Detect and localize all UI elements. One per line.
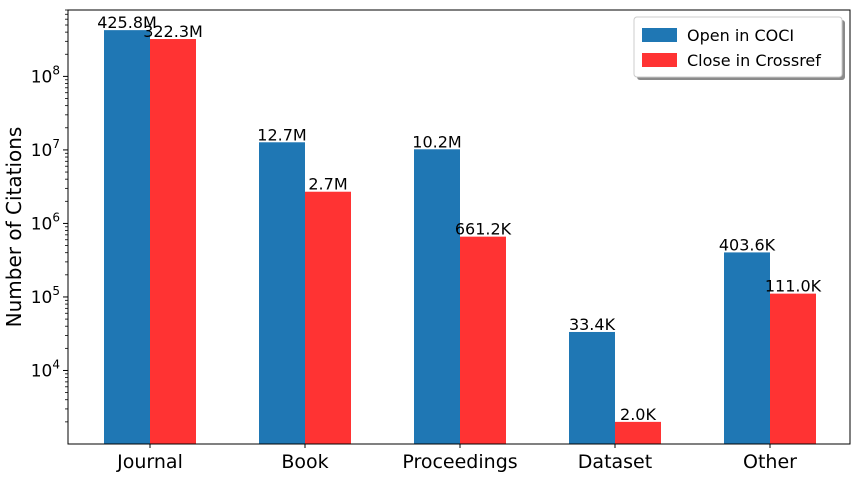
y-tick-label: 105 <box>31 284 60 308</box>
data-label-close-other: 111.0K <box>765 277 822 296</box>
bar-open-proceedings <box>414 149 460 445</box>
data-label-open-journal: 425.8M <box>97 13 157 32</box>
bar-open-book <box>259 142 305 444</box>
data-label-open-dataset: 33.4K <box>569 315 616 334</box>
legend-label-open: Open in COCI <box>687 26 794 45</box>
x-tick-label-other: Other <box>743 451 797 473</box>
bar-close-journal <box>150 39 196 445</box>
x-tick-label-proceedings: Proceedings <box>402 451 517 473</box>
y-axis-title: Number of Citations <box>2 127 26 328</box>
bar-open-other <box>724 252 770 444</box>
data-label-close-proceedings: 661.2K <box>455 220 512 239</box>
bar-close-book <box>305 191 351 444</box>
legend: Open in COCI Close in Crossref <box>633 16 845 80</box>
x-axis: Journal Book Proceedings Dataset Other <box>116 444 797 473</box>
data-label-close-journal: 322.3M <box>143 22 203 41</box>
data-label-open-book: 12.7M <box>257 125 306 144</box>
bars-layer <box>104 30 816 445</box>
data-label-close-book: 2.7M <box>308 175 347 194</box>
data-label-close-dataset: 2.0K <box>620 405 656 424</box>
y-tick-label: 106 <box>31 210 60 234</box>
x-tick-label-journal: Journal <box>116 451 183 473</box>
legend-swatch-open <box>642 28 677 42</box>
y-tick-label: 104 <box>31 357 60 381</box>
legend-label-close: Close in Crossref <box>687 51 821 70</box>
data-label-open-proceedings: 10.2M <box>412 132 461 151</box>
y-axis: 104 105 106 107 108 <box>31 9 68 423</box>
data-label-open-other: 403.6K <box>719 235 776 254</box>
legend-swatch-close <box>642 53 677 67</box>
bar-close-other <box>770 293 816 444</box>
bar-close-proceedings <box>460 236 506 444</box>
bar-open-dataset <box>569 331 615 444</box>
y-tick-label: 107 <box>31 137 60 161</box>
bar-open-journal <box>104 30 150 444</box>
x-tick-label-dataset: Dataset <box>578 451 652 473</box>
y-tick-label: 108 <box>31 63 60 87</box>
bar-close-dataset <box>615 421 661 444</box>
x-tick-label-book: Book <box>281 451 328 473</box>
legend-box <box>633 16 843 78</box>
